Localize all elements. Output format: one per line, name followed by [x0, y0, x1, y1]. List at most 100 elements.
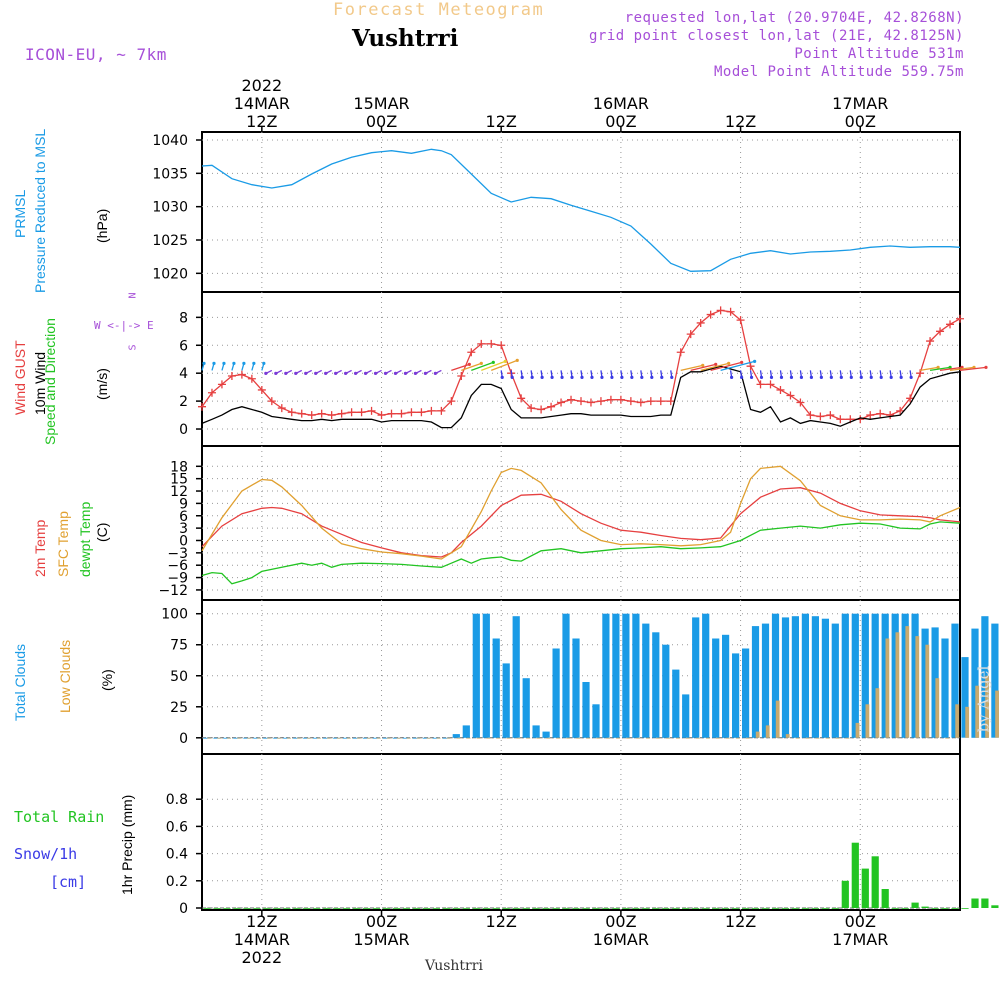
- wind-arrow-head: [304, 371, 308, 375]
- ytick-label-clouds: 50: [170, 669, 188, 685]
- top-axis-label: 2022: [241, 76, 282, 95]
- point-gust: [786, 391, 795, 400]
- wind-arrow-head: [650, 375, 654, 379]
- ytick-label-clouds: 100: [161, 607, 188, 623]
- bar-total_clouds: [961, 657, 969, 738]
- wind-arrow-head: [799, 375, 804, 379]
- bar-rain: [761, 908, 770, 909]
- bar-rain: [692, 908, 700, 909]
- bar-total_clouds: [472, 613, 480, 738]
- point-gust: [207, 388, 216, 397]
- bar-low_clouds: [925, 644, 930, 738]
- bar-total_clouds: [223, 737, 231, 739]
- point-gust: [616, 395, 625, 404]
- wind-arrow: [690, 363, 716, 372]
- bar-total_clouds: [751, 626, 760, 738]
- bar-low_clouds: [955, 704, 960, 738]
- wind-arrow-head: [242, 361, 246, 365]
- point-gust: [427, 406, 436, 415]
- bar-low_clouds: [536, 737, 541, 739]
- bar-total_clouds: [801, 613, 809, 738]
- bar-low_clouds: [476, 737, 481, 739]
- bar-rain: [462, 908, 470, 909]
- top-axis-label: 00Z: [605, 112, 636, 131]
- bar-low_clouds: [895, 632, 900, 738]
- bar-rain: [612, 908, 620, 909]
- bar-total_clouds: [562, 613, 570, 738]
- ytick-label-precip: 0.6: [166, 819, 188, 835]
- bar-rain: [542, 908, 550, 909]
- bar-rain: [502, 908, 510, 909]
- total-rain-legend: Total Rain: [14, 808, 105, 826]
- wind-arrow-head: [869, 375, 873, 379]
- wind-arrow-head: [580, 375, 584, 379]
- ytick-label-temp: 0: [179, 533, 188, 549]
- bar-low_clouds: [855, 722, 860, 738]
- temp2m-label: 2m Temp: [32, 519, 48, 577]
- bar-rain: [632, 908, 640, 909]
- bar-low_clouds: [366, 737, 371, 739]
- bar-low_clouds: [845, 737, 850, 739]
- bar-low_clouds: [835, 737, 840, 739]
- bar-total_clouds: [412, 737, 420, 739]
- bar-total_clouds: [612, 613, 620, 738]
- bar-rain: [652, 908, 660, 909]
- bar-total_clouds: [911, 613, 919, 738]
- point-gust: [946, 320, 955, 329]
- chart-title: Forecast Meteogram: [333, 0, 545, 20]
- bar-total_clouds: [253, 737, 261, 739]
- point-gust: [347, 408, 356, 417]
- pressure-label-b: Pressure Reduced to MSL: [32, 128, 48, 293]
- wind-arrow-head: [252, 361, 256, 365]
- bar-rain: [263, 908, 271, 909]
- wind-arrow-head: [334, 371, 338, 375]
- bar-total_clouds: [442, 737, 450, 739]
- point-gust: [297, 409, 306, 418]
- bar-total_clouds: [831, 623, 839, 738]
- bar-low_clouds: [287, 737, 291, 739]
- wind-arrow: [959, 366, 987, 372]
- bar-total_clouds: [951, 623, 959, 738]
- bar-low_clouds: [307, 737, 311, 739]
- wind-arrow-head: [540, 375, 544, 379]
- panel-frame-pressure: [201, 131, 961, 293]
- bar-low_clouds: [656, 737, 660, 739]
- bar-low_clouds: [217, 737, 222, 739]
- point-gust: [726, 307, 735, 316]
- ytick-label-wind: 4: [179, 366, 188, 382]
- wind-arrow: [481, 360, 506, 372]
- bar-rain: [333, 908, 341, 909]
- bar-low_clouds: [356, 737, 361, 739]
- ytick-label-precip: 0.8: [166, 792, 188, 808]
- wind-arrow-head: [515, 358, 519, 362]
- bar-rain: [622, 908, 630, 909]
- wind-arrow-head: [284, 371, 288, 375]
- point-gust: [606, 395, 615, 404]
- bar-low_clouds: [277, 737, 281, 739]
- ytick-label-temp: 12: [170, 484, 188, 500]
- bar-rain: [821, 908, 829, 909]
- bar-total_clouds: [622, 613, 630, 738]
- ytick-label-temp: −3: [167, 546, 188, 562]
- bar-low_clouds: [327, 737, 331, 739]
- wind-arrow-head: [590, 375, 594, 379]
- bar-total_clouds: [921, 628, 929, 738]
- wind-arrow-head: [849, 375, 853, 379]
- bar-low_clouds: [905, 626, 910, 738]
- wind-arrow-head: [610, 375, 614, 379]
- wind-arrow-head: [819, 375, 823, 379]
- panel-frame-precip: [201, 753, 961, 911]
- wind-arrow-head: [383, 371, 388, 375]
- bar-rain: [801, 908, 809, 909]
- bar-low_clouds: [466, 737, 471, 739]
- bar-total_clouds: [542, 731, 550, 738]
- bar-low_clouds: [386, 737, 391, 739]
- bar-rain: [871, 856, 879, 908]
- ytick-label-wind: 0: [179, 422, 188, 438]
- requested-coords: requested lon,lat (20.9704E, 42.8268N): [624, 10, 964, 26]
- wind-arrow-head: [314, 371, 318, 375]
- bottom-axis-label: 00Z: [366, 912, 397, 931]
- bar-low_clouds: [935, 678, 940, 738]
- wind-arrow-head: [769, 375, 774, 379]
- point-gust: [467, 348, 476, 357]
